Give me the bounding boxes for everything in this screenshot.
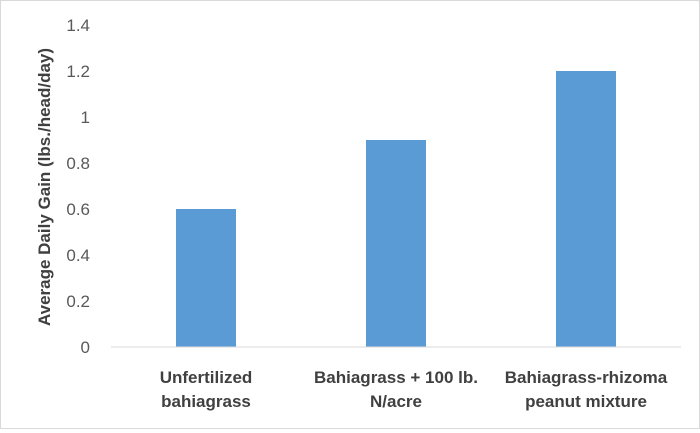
bar <box>556 71 616 347</box>
category-labels: Unfertilized bahiagrass Bahiagrass + 100 l… <box>160 368 668 411</box>
y-tick-label: 0.2 <box>66 292 90 311</box>
y-tick-label: 0.6 <box>66 200 90 219</box>
y-tick-label: 1.2 <box>66 62 90 81</box>
bars <box>176 71 616 347</box>
y-tick-label: 0.4 <box>66 246 90 265</box>
bar <box>366 140 426 347</box>
x-category-label: Bahiagrass + 100 lb. N/acre <box>314 368 478 411</box>
y-axis-label: Average Daily Gain (lbs./head/day) <box>35 48 54 326</box>
y-tick-label: 0.8 <box>66 154 90 173</box>
y-axis-ticks: 0 0.2 0.4 0.6 0.8 1 1.2 1.4 <box>66 16 90 357</box>
x-category-label: Unfertilized bahiagrass <box>160 368 253 411</box>
x-category-label: Bahiagrass-rhizoma peanut mixture <box>505 368 668 411</box>
bar <box>176 209 236 347</box>
y-tick-label: 1.4 <box>66 16 90 35</box>
y-tick-label: 1 <box>81 108 90 127</box>
y-tick-label: 0 <box>81 338 90 357</box>
